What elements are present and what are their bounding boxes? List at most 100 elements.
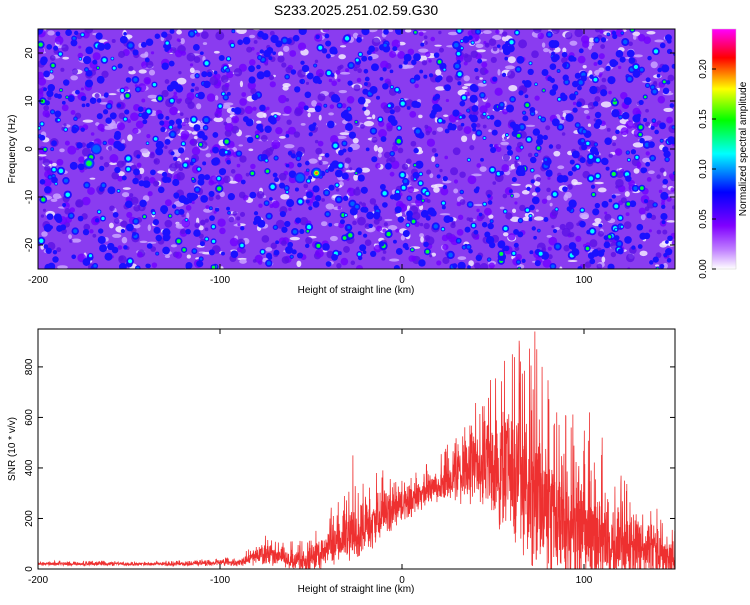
heatmap-cell bbox=[46, 90, 54, 98]
heatmap-cell bbox=[375, 95, 381, 100]
heatmap-cell bbox=[499, 251, 504, 256]
heatmap-cell bbox=[173, 156, 178, 162]
heatmap-cell bbox=[562, 186, 568, 193]
heatmap-cell bbox=[265, 169, 270, 173]
heatmap-cell bbox=[345, 123, 353, 131]
heatmap-cell bbox=[569, 93, 577, 101]
x-tick-label: 100 bbox=[576, 275, 593, 286]
heatmap-cell bbox=[305, 236, 313, 245]
heatmap-cell bbox=[112, 211, 119, 218]
heatmap-cell bbox=[124, 162, 134, 167]
heatmap-cell bbox=[522, 80, 526, 84]
heatmap-cell bbox=[279, 182, 286, 189]
heatmap-cell bbox=[281, 62, 287, 68]
snr-x-label: Height of straight line (km) bbox=[298, 584, 415, 595]
heatmap-cell bbox=[166, 84, 174, 92]
heatmap-cell bbox=[662, 229, 668, 235]
heatmap-cell bbox=[200, 219, 206, 226]
heatmap-cell bbox=[180, 228, 186, 235]
heatmap-cell bbox=[342, 236, 347, 240]
heatmap-cell bbox=[287, 150, 293, 156]
heatmap-cell bbox=[83, 223, 91, 231]
heatmap-cell bbox=[459, 199, 466, 205]
heatmap-cell bbox=[256, 51, 260, 56]
heatmap-cell bbox=[65, 192, 71, 197]
heatmap-cell bbox=[457, 261, 466, 269]
heatmap-cell bbox=[328, 184, 335, 191]
heatmap-cell bbox=[578, 80, 583, 85]
heatmap-cell bbox=[442, 175, 448, 182]
heatmap-cell bbox=[485, 189, 493, 197]
heatmap-cell bbox=[318, 72, 323, 78]
heatmap-cell bbox=[529, 214, 532, 218]
heatmap-cell bbox=[345, 68, 350, 73]
heatmap-cell bbox=[556, 174, 565, 183]
heatmap-cell bbox=[407, 196, 411, 200]
heatmap-cell bbox=[462, 246, 466, 249]
heatmap-cell bbox=[361, 202, 366, 208]
heatmap-cell bbox=[611, 171, 616, 177]
heatmap-cell bbox=[212, 146, 219, 154]
heatmap-cell bbox=[605, 166, 610, 171]
heatmap-cell bbox=[242, 36, 251, 45]
heatmap-cell bbox=[459, 171, 466, 178]
heatmap-cell bbox=[199, 143, 203, 147]
heatmap-cell bbox=[639, 137, 645, 144]
heatmap-cell bbox=[246, 136, 254, 144]
heatmap-cell bbox=[227, 193, 235, 201]
heatmap-cell bbox=[503, 226, 508, 231]
heatmap-cell bbox=[169, 125, 173, 129]
heatmap-cell bbox=[379, 184, 386, 190]
heatmap-cell bbox=[406, 223, 410, 227]
heatmap-cell bbox=[92, 52, 101, 61]
heatmap-cell bbox=[479, 105, 488, 114]
heatmap-cell bbox=[366, 116, 373, 120]
heatmap-cell bbox=[260, 250, 265, 254]
colorbar-gradient bbox=[712, 29, 736, 269]
heatmap-cell bbox=[291, 249, 297, 255]
heatmap-cell bbox=[484, 69, 489, 74]
heatmap-cell bbox=[563, 245, 570, 252]
heatmap-cell bbox=[529, 62, 532, 65]
heatmap-cell bbox=[483, 30, 492, 35]
heatmap-cell bbox=[124, 109, 130, 115]
heatmap-cell bbox=[496, 171, 501, 176]
heatmap-cell bbox=[308, 206, 313, 211]
heatmap-cell bbox=[476, 29, 480, 34]
heatmap-cell bbox=[103, 141, 107, 145]
heatmap-cell bbox=[412, 171, 420, 179]
heatmap-cell bbox=[38, 126, 41, 130]
heatmap-cell bbox=[278, 94, 287, 104]
heatmap-cell bbox=[594, 111, 602, 119]
heatmap-cell bbox=[407, 186, 415, 193]
heatmap-cell bbox=[325, 261, 332, 267]
heatmap-cell bbox=[48, 175, 52, 179]
heatmap-cell bbox=[644, 142, 650, 148]
heatmap-cell bbox=[620, 92, 628, 100]
heatmap-cell bbox=[405, 158, 412, 165]
heatmap-cell bbox=[226, 159, 231, 165]
heatmap-cell bbox=[382, 202, 388, 208]
heatmap-cell bbox=[490, 147, 497, 154]
heatmap-cell bbox=[471, 173, 483, 177]
heatmap-cell bbox=[229, 237, 239, 247]
heatmap-cell bbox=[219, 191, 225, 198]
heatmap-cell bbox=[497, 69, 501, 76]
heatmap-cell bbox=[165, 41, 169, 45]
heatmap-cell bbox=[269, 197, 273, 201]
heatmap-cell bbox=[613, 98, 616, 101]
heatmap-cell bbox=[613, 235, 620, 241]
heatmap-cell bbox=[626, 253, 635, 263]
heatmap-cell bbox=[185, 264, 191, 269]
heatmap-cell bbox=[414, 83, 419, 89]
heatmap-cell bbox=[316, 243, 321, 248]
heatmap-cell bbox=[621, 112, 630, 120]
heatmap-cell bbox=[94, 93, 100, 99]
heatmap-cell bbox=[226, 206, 231, 211]
heatmap-cell bbox=[176, 77, 187, 85]
heatmap-cell bbox=[214, 73, 221, 80]
heatmap-cell bbox=[492, 34, 502, 41]
heatmap-cell bbox=[447, 31, 459, 36]
heatmap-cell bbox=[121, 192, 130, 198]
heatmap-cell bbox=[144, 57, 150, 63]
